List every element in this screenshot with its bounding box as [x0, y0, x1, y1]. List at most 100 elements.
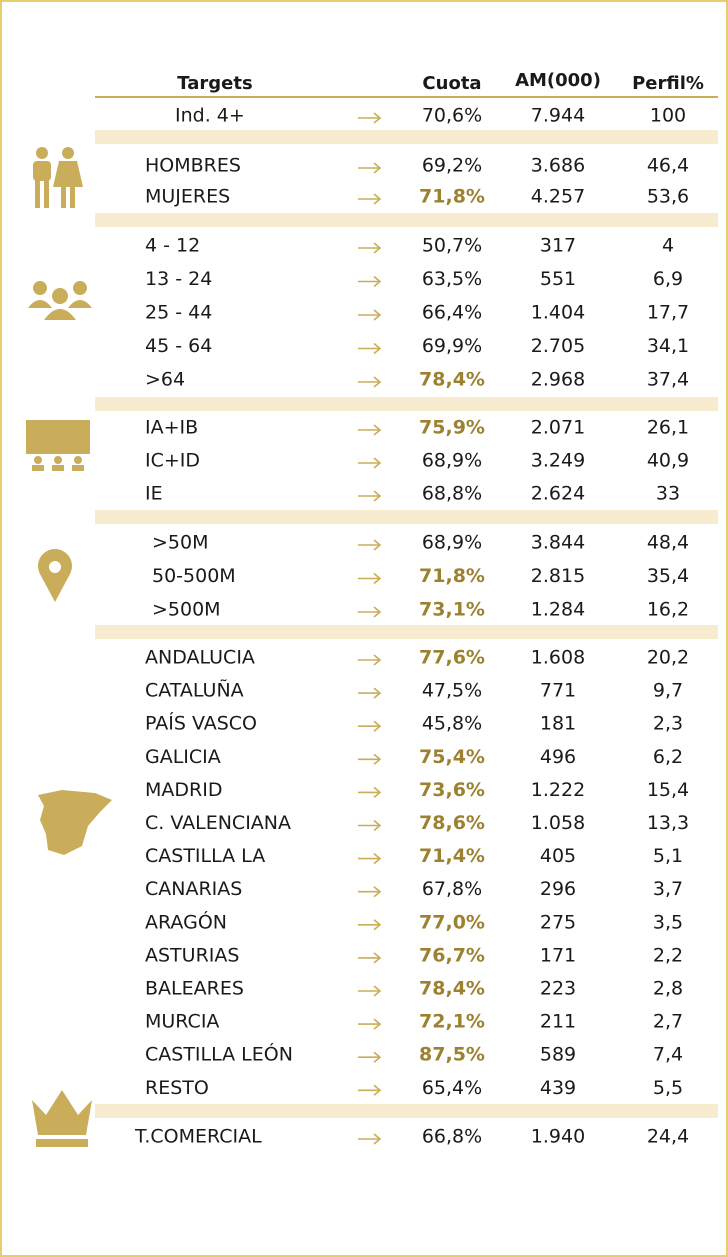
- cuota: 76,7%: [419, 944, 485, 966]
- cuota: 70,6%: [422, 105, 482, 127]
- icon-location: [38, 549, 73, 602]
- row-label: >500M: [152, 599, 221, 621]
- row-label: ANDALUCIA: [145, 647, 255, 669]
- perfil: 46,4: [647, 155, 689, 177]
- perfil: 7,4: [653, 1044, 683, 1066]
- cuota: 71,4%: [419, 845, 485, 867]
- arrow: [358, 919, 382, 931]
- am: 2.968: [531, 369, 585, 391]
- am: 3.844: [531, 532, 585, 554]
- am: 1.222: [531, 779, 585, 801]
- row-label: C. VALENCIANA: [145, 812, 291, 834]
- arrow: [358, 985, 382, 997]
- am: 1.404: [531, 302, 585, 324]
- cuota: 75,4%: [419, 746, 485, 768]
- cuota: 66,8%: [422, 1126, 482, 1148]
- arrow: [358, 572, 382, 585]
- row-label: Ind. 4+: [175, 105, 245, 127]
- am: 7.944: [531, 105, 585, 127]
- perfil: 16,2: [647, 599, 689, 621]
- am: 3.249: [531, 450, 585, 472]
- cuota: 78,4%: [419, 978, 485, 1000]
- cuota: 47,5%: [422, 680, 482, 702]
- perfil: 3,5: [653, 911, 683, 933]
- row-label: MUJERES: [145, 186, 230, 208]
- row-label: 13 - 24: [145, 268, 212, 290]
- arrow: [358, 424, 382, 436]
- icon-age: [28, 281, 92, 320]
- row-label: ASTURIAS: [145, 944, 239, 966]
- perfil: 20,2: [647, 647, 689, 669]
- perfil: 6,2: [653, 746, 683, 768]
- perfil: 100: [650, 105, 686, 127]
- am: 2.815: [531, 565, 585, 587]
- perfil: 26,1: [647, 417, 689, 439]
- row-label: CANARIAS: [145, 878, 242, 900]
- am: 275: [540, 911, 576, 933]
- row-label: PAÍS VASCO: [145, 712, 257, 735]
- column-header: Perfil%: [632, 73, 704, 94]
- row-label: CATALUÑA: [145, 679, 244, 702]
- perfil: 34,1: [647, 335, 689, 357]
- am: 1.058: [531, 812, 585, 834]
- cuota: 75,9%: [419, 417, 485, 439]
- perfil: 2,3: [653, 713, 683, 735]
- row-label: MURCIA: [145, 1011, 219, 1033]
- am: 4.257: [531, 186, 585, 208]
- row-label: 50-500M: [152, 565, 236, 587]
- am: 551: [540, 268, 576, 290]
- arrow: [358, 852, 382, 865]
- separator-band: [95, 625, 718, 639]
- separator-band: [95, 130, 718, 144]
- column-header: Targets: [177, 73, 252, 94]
- am: 439: [540, 1077, 576, 1099]
- cuota: 72,1%: [419, 1011, 485, 1033]
- perfil: 40,9: [647, 450, 689, 472]
- arrow: [358, 376, 382, 388]
- arrow: [358, 490, 382, 502]
- perfil: 4: [662, 235, 674, 257]
- arrow: [358, 720, 382, 732]
- perfil: 13,3: [647, 812, 689, 834]
- am: 171: [540, 944, 576, 966]
- am: 1.608: [531, 647, 585, 669]
- perfil: 5,1: [653, 845, 683, 867]
- cuota: 50,7%: [422, 235, 482, 257]
- arrow: [358, 457, 382, 469]
- perfil: 48,4: [647, 532, 689, 554]
- row-label: HOMBRES: [145, 155, 241, 177]
- separator-band: [95, 397, 718, 411]
- am: 3.686: [531, 155, 585, 177]
- perfil: 33: [656, 483, 680, 505]
- am: 496: [540, 746, 576, 768]
- separator-band: [95, 1104, 718, 1118]
- arrow: [358, 1051, 382, 1063]
- column-header: AM(000): [515, 70, 601, 91]
- arrow: [358, 1084, 382, 1096]
- row-label: 4 - 12: [145, 235, 200, 257]
- arrow: [358, 606, 382, 618]
- row-label: >64: [145, 369, 185, 391]
- cuota: 77,0%: [419, 911, 485, 933]
- am: 2.705: [531, 335, 585, 357]
- arrow: [358, 1018, 382, 1030]
- perfil: 17,7: [647, 302, 689, 324]
- cuota: 73,6%: [419, 779, 485, 801]
- row-label: RESTO: [145, 1077, 209, 1099]
- row-label: T.COMERCIAL: [134, 1126, 262, 1148]
- perfil: 3,7: [653, 878, 683, 900]
- icon-crown: [32, 1090, 92, 1147]
- perfil: 35,4: [647, 565, 689, 587]
- perfil: 5,5: [653, 1077, 683, 1099]
- cuota: 71,8%: [419, 565, 485, 587]
- arrow: [358, 193, 382, 205]
- column-header: Cuota: [422, 73, 481, 94]
- row-label: MADRID: [145, 779, 222, 801]
- am: 2.624: [531, 483, 585, 505]
- arrow: [358, 539, 382, 551]
- am: 296: [540, 878, 576, 900]
- am: 1.940: [531, 1126, 585, 1148]
- perfil: 37,4: [647, 369, 689, 391]
